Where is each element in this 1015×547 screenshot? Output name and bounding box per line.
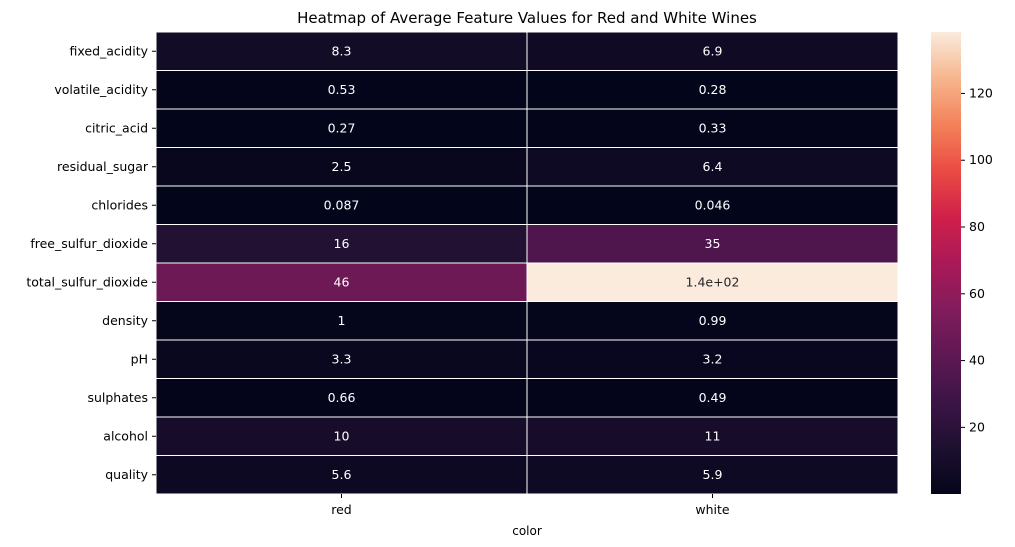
colorbar-tick-label: 120 <box>969 85 993 100</box>
row-label: pH <box>131 351 148 366</box>
cell-value-label: 3.3 <box>332 351 352 366</box>
chart-title: Heatmap of Average Feature Values for Re… <box>297 9 757 27</box>
heatmap-cell <box>526 455 899 495</box>
cell-value-label: 10 <box>334 428 350 443</box>
heatmap-cell <box>526 108 899 148</box>
cell-value-label: 0.66 <box>328 390 356 405</box>
heatmap-cell <box>155 70 528 110</box>
heatmap-cell <box>526 31 899 71</box>
cell-value-label: 46 <box>334 274 350 289</box>
heatmap-cell <box>155 416 528 456</box>
column-tick-labels: red white <box>331 494 730 517</box>
heatmap-cell-labels: 8.3 6.9 0.53 0.28 0.27 0.33 2.5 6.4 0.087 0.046 16… <box>324 43 740 482</box>
row-tick-labels: fixed_acidity volatile_acidity citric_acid… <box>26 43 156 482</box>
colorbar <box>931 32 961 494</box>
cell-value-label: 0.33 <box>699 120 727 135</box>
heatmap-cell <box>155 455 528 495</box>
cell-value-label: 0.046 <box>695 197 731 212</box>
row-label: residual_sugar <box>57 159 149 174</box>
cell-value-label: 0.49 <box>699 390 727 405</box>
heatmap-cell <box>155 31 528 71</box>
cell-value-label: 0.53 <box>328 82 356 97</box>
row-label: free_sulfur_dioxide <box>30 236 148 251</box>
row-label: sulphates <box>87 390 148 405</box>
colorbar-tick-label: 100 <box>969 152 993 167</box>
row-label: alcohol <box>103 428 148 443</box>
cell-value-label: 1.4e+02 <box>686 274 740 289</box>
heatmap-cells <box>155 31 899 495</box>
cell-value-label: 6.9 <box>703 43 723 58</box>
column-label: white <box>695 502 730 517</box>
row-label: citric_acid <box>85 120 148 135</box>
colorbar-tick-label: 80 <box>969 219 985 234</box>
heatmap-cell <box>526 224 899 264</box>
cell-value-label: 3.2 <box>703 351 723 366</box>
cell-value-label: 11 <box>705 428 721 443</box>
cell-value-label: 5.6 <box>332 467 352 482</box>
heatmap-cell <box>526 147 899 187</box>
cell-value-label: 2.5 <box>332 159 352 174</box>
cell-value-label: 0.28 <box>699 82 727 97</box>
cell-value-label: 6.4 <box>703 159 723 174</box>
heatmap-cell <box>526 301 899 341</box>
cell-value-label: 35 <box>705 236 721 251</box>
heatmap-cell <box>526 416 899 456</box>
cell-value-label: 0.087 <box>324 197 360 212</box>
colorbar-tick-label: 60 <box>969 286 985 301</box>
x-axis-label: color <box>512 524 542 538</box>
heatmap-cell <box>526 339 899 379</box>
row-label: total_sulfur_dioxide <box>26 274 148 289</box>
row-label: volatile_acidity <box>54 82 148 97</box>
row-label: density <box>102 313 148 328</box>
heatmap-cell <box>526 262 899 302</box>
row-label: fixed_acidity <box>70 43 149 58</box>
colorbar-tick-label: 20 <box>969 419 985 434</box>
column-label: red <box>331 502 352 517</box>
cell-value-label: 0.27 <box>328 120 356 135</box>
row-label: quality <box>105 467 148 482</box>
heatmap-cell <box>526 378 899 418</box>
row-label: chlorides <box>91 197 148 212</box>
colorbar-ticks: 20 40 60 80 100 120 <box>961 85 993 434</box>
cell-value-label: 1 <box>338 313 346 328</box>
cell-value-label: 5.9 <box>703 467 723 482</box>
cell-value-label: 0.99 <box>699 313 727 328</box>
colorbar-tick-label: 40 <box>969 353 985 368</box>
heatmap-cell <box>526 70 899 110</box>
heatmap-cell <box>526 185 899 225</box>
cell-value-label: 8.3 <box>332 43 352 58</box>
heatmap-cell <box>155 378 528 418</box>
cell-value-label: 16 <box>334 236 350 251</box>
